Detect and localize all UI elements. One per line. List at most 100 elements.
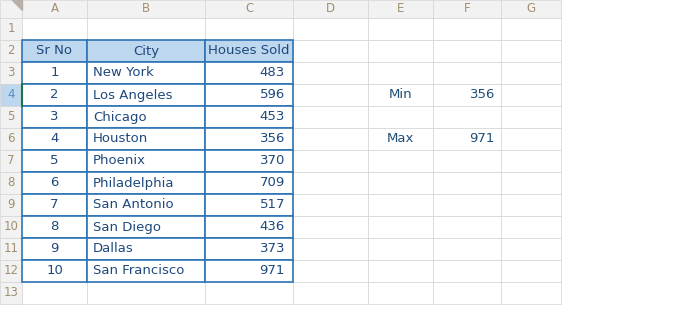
Bar [433,172,501,194]
Text: 971: 971 [470,133,495,146]
Bar [87,260,205,282]
Text: 4: 4 [51,133,59,146]
Bar [22,260,87,282]
Bar [501,106,561,128]
Bar [368,282,433,304]
Bar [205,40,293,62]
Bar [0,216,22,238]
Bar [87,106,205,128]
Bar [87,128,205,150]
Bar [0,172,22,194]
Text: G: G [527,2,536,15]
Bar [433,194,501,216]
Bar [205,216,293,238]
Bar [293,40,368,62]
Bar [293,282,368,304]
Bar [87,238,205,260]
Bar [501,40,561,62]
Text: 356: 356 [470,89,495,102]
Text: Los Angeles: Los Angeles [93,89,172,102]
Bar [368,172,433,194]
Bar [368,238,433,260]
Bar [293,150,368,172]
Bar [0,106,22,128]
Text: 6: 6 [7,133,15,146]
Bar [0,62,22,84]
Bar [368,62,433,84]
Bar [87,84,205,106]
Bar [501,150,561,172]
Bar [433,150,501,172]
Text: Phoenix: Phoenix [93,155,146,167]
Bar [205,128,293,150]
Polygon shape [12,0,22,10]
Bar [293,260,368,282]
Text: 436: 436 [260,220,285,233]
Text: 370: 370 [260,155,285,167]
Text: Philadelphia: Philadelphia [93,176,174,189]
Bar [205,84,293,106]
Bar [368,106,433,128]
Bar [87,84,205,106]
Bar [501,260,561,282]
Text: 5: 5 [51,155,59,167]
Bar [205,194,293,216]
Text: New York: New York [93,66,154,79]
Bar [0,194,22,216]
Bar [0,84,22,106]
Bar [501,62,561,84]
Text: 709: 709 [260,176,285,189]
Bar [433,84,501,106]
Text: 9: 9 [51,242,59,256]
Bar [87,150,205,172]
Text: 12: 12 [3,265,19,278]
Bar [87,18,205,40]
Bar [501,216,561,238]
Bar [87,194,205,216]
Bar [205,260,293,282]
Bar [205,150,293,172]
Text: 1: 1 [51,66,59,79]
Text: 5: 5 [8,111,15,124]
Text: 356: 356 [260,133,285,146]
Bar [0,238,22,260]
Bar [368,128,433,150]
Bar [433,282,501,304]
Bar [22,40,87,62]
Bar [205,18,293,40]
Bar [205,216,293,238]
Bar [433,0,501,18]
Bar [87,106,205,128]
Bar [22,194,87,216]
Bar [87,40,205,62]
Text: A: A [51,2,59,15]
Bar [22,260,87,282]
Text: Chicago: Chicago [93,111,147,124]
Bar [22,18,87,40]
Bar [22,84,87,106]
Bar [22,106,87,128]
Text: 3: 3 [51,111,59,124]
Bar [368,260,433,282]
Bar [205,172,293,194]
Bar [368,18,433,40]
Bar [0,18,22,40]
Bar [22,238,87,260]
Bar [22,62,87,84]
Text: D: D [326,2,335,15]
Bar [501,282,561,304]
Bar [433,62,501,84]
Bar [293,18,368,40]
Bar [501,18,561,40]
Bar [293,0,368,18]
Bar [293,106,368,128]
Bar [205,62,293,84]
Text: 483: 483 [260,66,285,79]
Text: B: B [142,2,150,15]
Bar [205,238,293,260]
Bar [22,194,87,216]
Text: 596: 596 [260,89,285,102]
Text: 9: 9 [7,198,15,211]
Bar [293,194,368,216]
Bar [293,216,368,238]
